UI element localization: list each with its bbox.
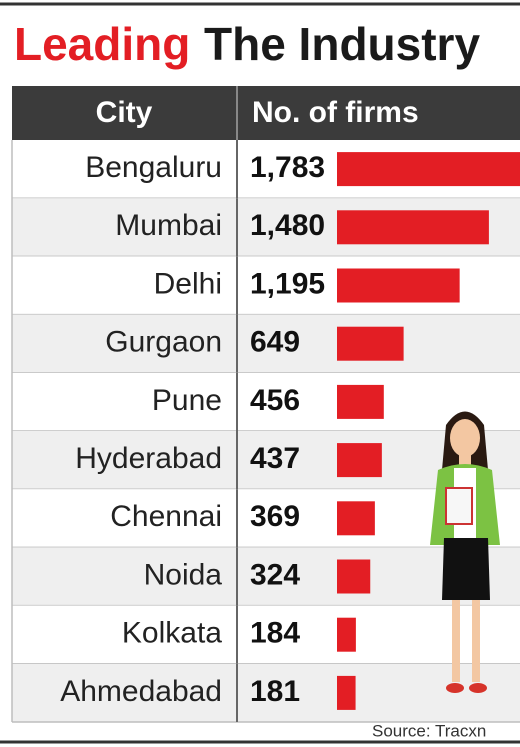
bar <box>337 501 375 535</box>
value-label: 184 <box>250 617 300 650</box>
bar <box>337 560 370 594</box>
value-label: 181 <box>250 675 300 708</box>
value-label: 1,783 <box>250 151 325 184</box>
city-label: Hyderabad <box>75 442 222 475</box>
city-label: Ahmedabad <box>60 675 222 708</box>
shoe-left <box>446 683 464 693</box>
bar <box>337 152 520 186</box>
source: Source: Tracxn <box>372 721 486 740</box>
folder <box>446 488 472 524</box>
bar <box>337 269 460 303</box>
shoe-right <box>469 683 487 693</box>
value-label: 437 <box>250 442 300 475</box>
bar <box>337 210 489 244</box>
city-label: Mumbai <box>115 209 222 242</box>
bar <box>337 676 356 710</box>
bar <box>337 443 382 477</box>
city-label: Chennai <box>110 500 222 533</box>
city-label: Noida <box>144 558 223 591</box>
bar <box>337 385 384 419</box>
value-label: 369 <box>250 500 300 533</box>
leg-left <box>452 600 460 682</box>
city-label: Bengaluru <box>85 151 222 184</box>
value-label: 649 <box>250 326 300 359</box>
value-label: 1,195 <box>250 267 325 300</box>
bar <box>337 618 356 652</box>
face <box>450 419 480 457</box>
value-label: 1,480 <box>250 209 325 242</box>
city-label: Gurgaon <box>105 326 222 359</box>
skirt <box>442 538 490 600</box>
title-lead: Leading <box>14 18 190 70</box>
value-label: 324 <box>250 558 300 591</box>
infographic: Leading The Industry City No. of firms B… <box>0 0 520 747</box>
title-rest: The Industry <box>204 18 480 70</box>
header-city: City <box>96 96 153 129</box>
city-label: Delhi <box>154 267 222 300</box>
header-firms: No. of firms <box>252 96 419 129</box>
city-label: Pune <box>152 384 222 417</box>
leg-right <box>472 600 480 682</box>
bar <box>337 327 404 361</box>
value-label: 456 <box>250 384 300 417</box>
page: {"chart_data": {"type": "bar", "title": … <box>0 0 520 747</box>
city-label: Kolkata <box>122 617 222 650</box>
